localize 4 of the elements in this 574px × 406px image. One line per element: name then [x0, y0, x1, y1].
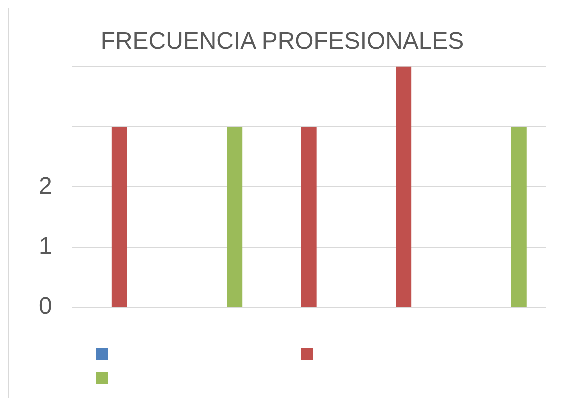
- y-tick-label: 1: [38, 233, 52, 260]
- chart-title: FRECUENCIA PROFESIONALES: [100, 28, 464, 56]
- y-tick-label: 0: [38, 293, 52, 320]
- y-tick-label: 2: [38, 172, 52, 200]
